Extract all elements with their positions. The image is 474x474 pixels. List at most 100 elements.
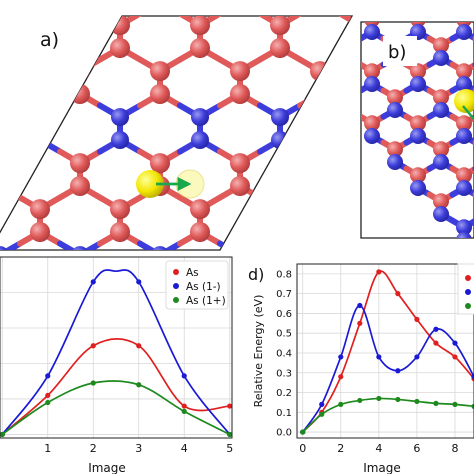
d-data-point [433, 340, 439, 346]
red-atom [30, 199, 50, 220]
bond [57, 56, 83, 75]
bond [0, 56, 23, 75]
dopant-b [454, 89, 474, 122]
unit-cell-b [360, 21, 474, 239]
d-data-point [414, 316, 420, 322]
d-y-tick-label: 0.0 [276, 428, 292, 439]
red-atom [190, 199, 210, 220]
c-tick-labels: 1 2 3 4 5 [44, 442, 233, 455]
red-atom [410, 167, 426, 184]
c-series-line [1, 337, 230, 436]
bond [60, 278, 80, 290]
d-series-line [302, 304, 474, 433]
blue-atom [318, 24, 334, 40]
bond [77, 240, 103, 250]
blue-atom [387, 0, 403, 14]
red-atom [110, 222, 130, 242]
bond [297, 183, 323, 201]
bond [120, 290, 140, 302]
c-axes-frame [0, 256, 233, 439]
bond [0, 183, 23, 201]
bond [360, 48, 380, 60]
c-data-point [0, 431, 5, 438]
bond [37, 102, 63, 121]
bond [17, 137, 43, 155]
red-atom [270, 38, 290, 58]
bond [40, 290, 60, 302]
red-atom [456, 167, 472, 184]
c-legend-marker [173, 269, 179, 275]
d-y-tick-label: 0.5 [276, 329, 292, 340]
blue-atom [341, 102, 357, 118]
red-atom [0, 268, 10, 288]
bond [17, 102, 43, 121]
d-ylabel: Relative Energy (eV) [252, 295, 265, 408]
red-atom [150, 153, 170, 174]
bond [462, 22, 466, 23]
bond [257, 6, 269, 13]
c-legend-label: As (1+) [186, 295, 226, 307]
bond [0, 91, 23, 109]
blue-atom [341, 0, 357, 14]
bond [277, 229, 303, 247]
c-data-point [227, 403, 232, 409]
red-atom [110, 199, 130, 220]
d-data-point [376, 395, 382, 402]
c-x-tick-label: 5 [226, 442, 233, 455]
d-data-point [357, 397, 363, 404]
red-atom [0, 153, 10, 174]
red-atom [150, 84, 170, 104]
d-data-point [433, 326, 439, 332]
red-atom [0, 84, 10, 104]
bond [317, 91, 343, 109]
red-atom [410, 115, 426, 132]
red-atom [150, 0, 170, 12]
bond [57, 240, 83, 250]
c-data-point [136, 382, 142, 388]
d-legend-marker-green [465, 303, 471, 309]
red-atom [70, 0, 90, 12]
red-atom [70, 153, 90, 174]
d-legend [457, 263, 474, 315]
red-atom [341, 89, 357, 105]
d-data-point [376, 354, 382, 360]
blue-atom [433, 0, 449, 14]
red-atom [230, 84, 250, 104]
bond [303, 6, 315, 13]
bond [461, 237, 467, 238]
bond [20, 290, 40, 302]
dopant-a [136, 169, 205, 199]
panel-b-label: b) [388, 42, 406, 63]
d-lines [300, 269, 474, 435]
red-atom [0, 61, 10, 82]
bond [37, 16, 63, 29]
red-atom [433, 37, 449, 54]
red-atom [350, 199, 352, 220]
bond [292, 6, 304, 13]
red-atom [230, 153, 250, 174]
blue-atom [433, 206, 449, 222]
blue-atom [387, 154, 403, 170]
bond [338, 58, 350, 65]
bond [137, 240, 163, 250]
blue-atom [231, 246, 249, 250]
d-data-point [376, 269, 382, 275]
bond [297, 240, 323, 250]
red-atom [310, 61, 330, 82]
red-atom [318, 11, 334, 27]
panel-b-structure: b) [257, 0, 474, 239]
d-data-point [338, 401, 344, 407]
blue-atom [31, 131, 49, 149]
panel-a-label: a) [40, 29, 59, 51]
panel-c-chart: 1 2 3 4 5 Image As As (1-) As (1+) [0, 256, 233, 474]
bond [361, 87, 364, 94]
red-atom [310, 153, 330, 174]
red-atom [150, 61, 170, 82]
red-atom [70, 61, 90, 82]
blue-atom [364, 128, 380, 144]
bond [157, 240, 183, 250]
red-atom [230, 0, 250, 12]
bond [326, 32, 338, 39]
bond [337, 137, 352, 155]
